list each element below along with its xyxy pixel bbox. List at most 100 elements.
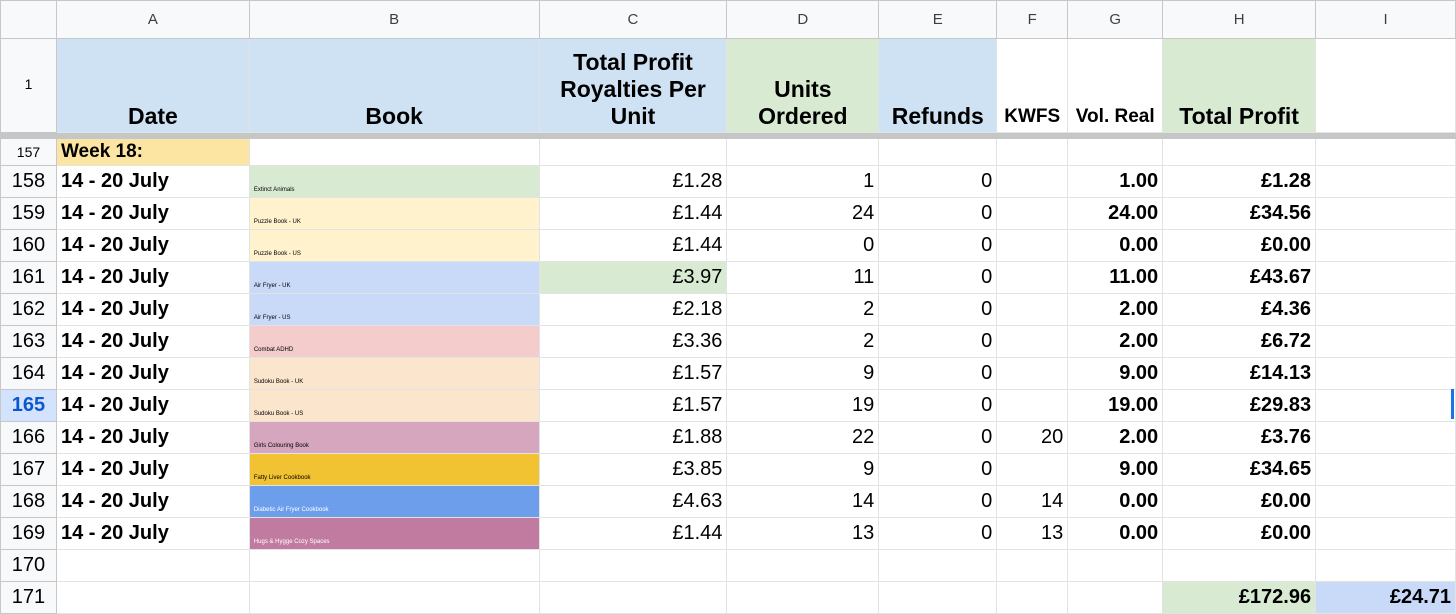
- cell[interactable]: [1315, 517, 1456, 550]
- vol-real-cell[interactable]: 9.00: [1067, 453, 1164, 486]
- cell[interactable]: [1315, 357, 1456, 390]
- units-cell[interactable]: 9: [726, 453, 880, 486]
- total-profit-cell[interactable]: £1.28: [1162, 165, 1317, 198]
- row-header[interactable]: 163: [0, 325, 57, 358]
- select-all-corner[interactable]: [0, 0, 57, 39]
- cell[interactable]: [726, 138, 880, 166]
- kwfs-cell[interactable]: [996, 325, 1069, 358]
- cell[interactable]: [1315, 261, 1456, 294]
- kwfs-cell[interactable]: [996, 197, 1069, 230]
- row-header[interactable]: 170: [0, 549, 57, 582]
- header-total-profit[interactable]: Total Profit: [1162, 38, 1317, 133]
- row-header[interactable]: 167: [0, 453, 57, 486]
- total-profit-cell[interactable]: £14.13: [1162, 357, 1317, 390]
- row-header[interactable]: 157: [0, 138, 57, 166]
- grand-total-profit[interactable]: £172.96: [1162, 581, 1317, 614]
- cell[interactable]: [538, 138, 728, 166]
- cell[interactable]: [1315, 421, 1456, 454]
- total-profit-cell[interactable]: £3.76: [1162, 421, 1317, 454]
- book-cell[interactable]: Air Fryer - UK: [248, 261, 540, 294]
- cell[interactable]: [1067, 138, 1164, 166]
- kwfs-cell[interactable]: 14: [996, 485, 1069, 518]
- total-profit-cell[interactable]: £6.72: [1162, 325, 1317, 358]
- row-header[interactable]: 162: [0, 293, 57, 326]
- cell[interactable]: [1315, 197, 1456, 230]
- column-header-e[interactable]: E: [878, 0, 998, 39]
- cell[interactable]: [55, 581, 250, 614]
- kwfs-cell[interactable]: 13: [996, 517, 1069, 550]
- royalty-cell[interactable]: £3.97: [538, 261, 728, 294]
- book-cell[interactable]: Hugs & Hygge Cozy Spaces: [248, 517, 540, 550]
- total-profit-cell[interactable]: £4.36: [1162, 293, 1317, 326]
- vol-real-cell[interactable]: 0.00: [1067, 229, 1164, 262]
- date-cell[interactable]: 14 - 20 July: [55, 357, 250, 390]
- row-header[interactable]: 161: [0, 261, 57, 294]
- date-cell[interactable]: 14 - 20 July: [55, 197, 250, 230]
- royalty-cell[interactable]: £2.18: [538, 293, 728, 326]
- cell[interactable]: [1315, 138, 1456, 166]
- header-refunds[interactable]: Refunds: [878, 38, 998, 133]
- book-cell[interactable]: Diabetic Air Fryer Cookbook: [248, 485, 540, 518]
- refunds-cell[interactable]: 0: [878, 357, 998, 390]
- cell[interactable]: [996, 138, 1069, 166]
- cell[interactable]: [1315, 485, 1456, 518]
- cell[interactable]: [248, 581, 540, 614]
- header-i[interactable]: [1315, 38, 1456, 133]
- book-cell[interactable]: Fatty Liver Cookbook: [248, 453, 540, 486]
- column-header-b[interactable]: B: [248, 0, 540, 39]
- cell[interactable]: [538, 549, 728, 582]
- cell[interactable]: [1315, 165, 1456, 198]
- refunds-cell[interactable]: 0: [878, 165, 998, 198]
- cell[interactable]: [996, 581, 1069, 614]
- column-header-f[interactable]: F: [996, 0, 1069, 39]
- units-cell[interactable]: 2: [726, 325, 880, 358]
- cell[interactable]: [878, 549, 998, 582]
- total-profit-cell[interactable]: £29.83: [1162, 389, 1317, 422]
- kwfs-cell[interactable]: [996, 293, 1069, 326]
- royalty-cell[interactable]: £3.36: [538, 325, 728, 358]
- row-header[interactable]: 159: [0, 197, 57, 230]
- royalty-cell[interactable]: £1.57: [538, 357, 728, 390]
- cell[interactable]: [1162, 138, 1317, 166]
- royalty-cell[interactable]: £1.44: [538, 229, 728, 262]
- cell[interactable]: [1315, 549, 1456, 582]
- vol-real-cell[interactable]: 24.00: [1067, 197, 1164, 230]
- total-profit-cell[interactable]: £34.65: [1162, 453, 1317, 486]
- total-profit-cell[interactable]: £0.00: [1162, 229, 1317, 262]
- column-header-i[interactable]: I: [1315, 0, 1456, 39]
- total-profit-cell[interactable]: £34.56: [1162, 197, 1317, 230]
- refunds-cell[interactable]: 0: [878, 421, 998, 454]
- royalty-cell[interactable]: £3.85: [538, 453, 728, 486]
- row-header[interactable]: 171: [0, 581, 57, 614]
- units-cell[interactable]: 11: [726, 261, 880, 294]
- cell[interactable]: [878, 581, 998, 614]
- date-cell[interactable]: 14 - 20 July: [55, 485, 250, 518]
- column-header-h[interactable]: H: [1162, 0, 1317, 39]
- cell[interactable]: [1315, 389, 1456, 422]
- header-royalties[interactable]: Total Profit Royalties Per Unit: [538, 38, 728, 133]
- cell[interactable]: [1315, 325, 1456, 358]
- refunds-cell[interactable]: 0: [878, 229, 998, 262]
- refunds-cell[interactable]: 0: [878, 293, 998, 326]
- date-cell[interactable]: 14 - 20 July: [55, 453, 250, 486]
- units-cell[interactable]: 22: [726, 421, 880, 454]
- row-header[interactable]: 1: [0, 38, 57, 133]
- units-cell[interactable]: 0: [726, 229, 880, 262]
- cell[interactable]: [1162, 549, 1317, 582]
- kwfs-cell[interactable]: [996, 389, 1069, 422]
- vol-real-cell[interactable]: 0.00: [1067, 485, 1164, 518]
- cell[interactable]: [726, 581, 880, 614]
- kwfs-cell[interactable]: 20: [996, 421, 1069, 454]
- date-cell[interactable]: 14 - 20 July: [55, 389, 250, 422]
- cell[interactable]: [248, 549, 540, 582]
- row-header[interactable]: 166: [0, 421, 57, 454]
- column-header-a[interactable]: A: [55, 0, 250, 39]
- column-header-g[interactable]: G: [1067, 0, 1164, 39]
- units-cell[interactable]: 2: [726, 293, 880, 326]
- royalty-cell[interactable]: £4.63: [538, 485, 728, 518]
- kwfs-cell[interactable]: [996, 357, 1069, 390]
- refunds-cell[interactable]: 0: [878, 261, 998, 294]
- date-cell[interactable]: 14 - 20 July: [55, 325, 250, 358]
- cell[interactable]: [996, 549, 1069, 582]
- cell[interactable]: [1067, 581, 1164, 614]
